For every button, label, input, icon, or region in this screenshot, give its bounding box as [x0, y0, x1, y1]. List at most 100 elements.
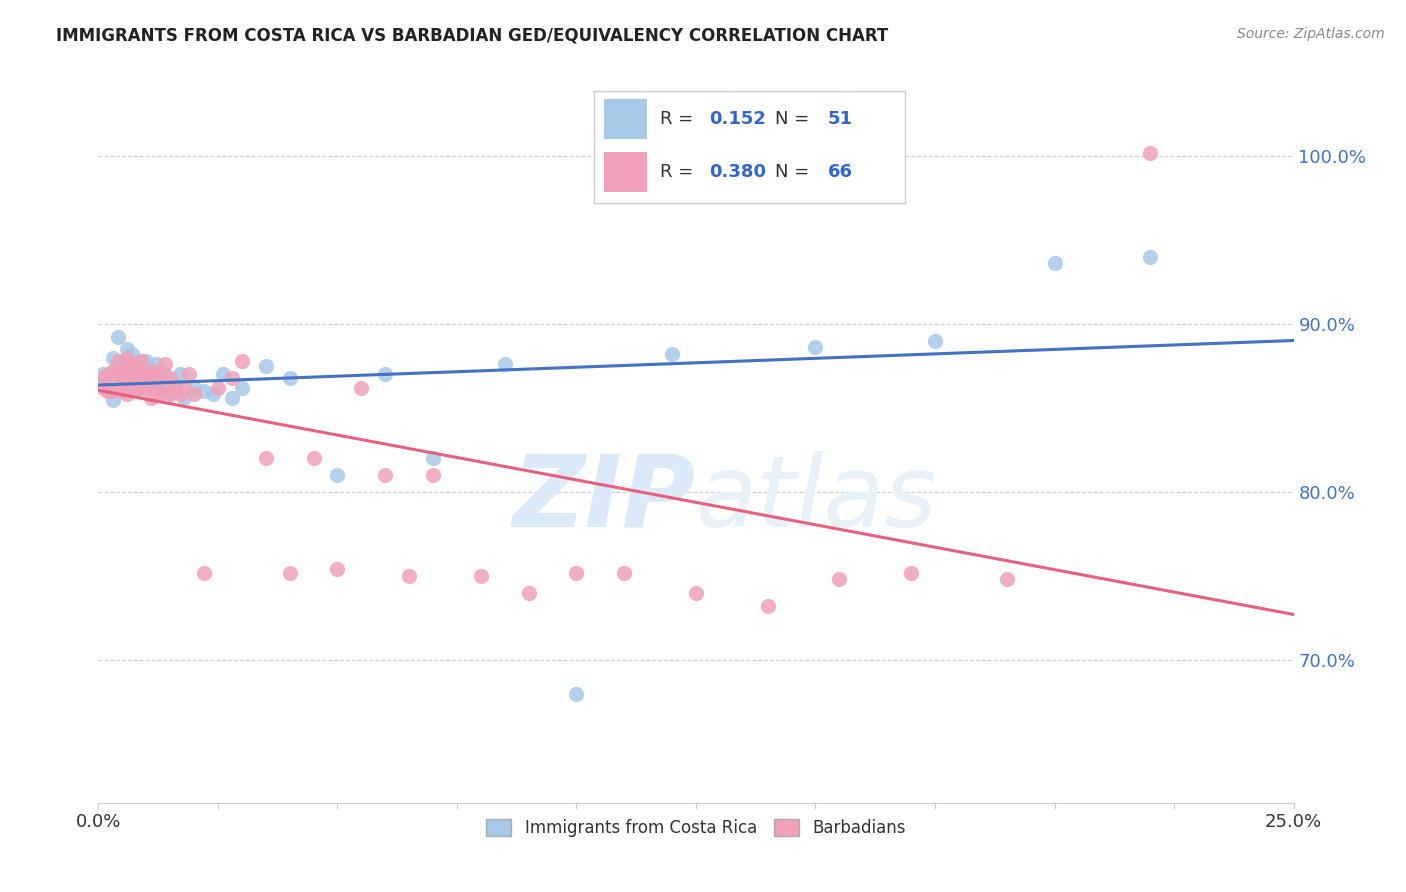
Point [173, 391, 195, 405]
Text: ZIP: ZIP [513, 450, 696, 548]
Point [1139, 145, 1161, 160]
Point [613, 566, 636, 580]
Point [107, 368, 129, 382]
Point [149, 368, 172, 382]
Point [97, 384, 120, 398]
Point [565, 566, 588, 580]
Point [125, 360, 148, 375]
Point [221, 391, 243, 405]
Point [131, 354, 153, 368]
Point [169, 387, 191, 401]
Point [107, 354, 129, 368]
Point [173, 381, 195, 395]
Point [183, 381, 205, 395]
Point [159, 387, 181, 401]
Point [278, 566, 301, 580]
Point [135, 370, 157, 384]
Point [163, 377, 186, 392]
Point [900, 566, 922, 580]
Point [211, 368, 233, 382]
Point [1139, 250, 1161, 264]
Point [97, 368, 120, 382]
Point [149, 384, 172, 398]
Point [145, 357, 167, 371]
Point [231, 381, 253, 395]
Point [135, 368, 157, 382]
Point [131, 354, 153, 368]
Point [155, 357, 177, 371]
Point [221, 370, 243, 384]
Point [135, 381, 157, 395]
Point [125, 376, 148, 390]
Point [101, 364, 124, 378]
Point [254, 359, 277, 373]
Point [231, 354, 253, 368]
Point [193, 384, 215, 398]
Point [159, 370, 181, 384]
Point [350, 381, 373, 395]
Point [661, 347, 683, 361]
Point [115, 376, 138, 390]
Point [169, 368, 191, 382]
Point [278, 370, 301, 384]
Point [107, 381, 129, 395]
Point [131, 381, 153, 395]
Point [179, 368, 201, 382]
Point [125, 370, 148, 384]
Point [139, 381, 162, 395]
Point [115, 387, 138, 401]
Point [101, 384, 124, 398]
Point [91, 370, 114, 384]
Point [139, 391, 162, 405]
Point [183, 387, 205, 401]
Point [139, 368, 162, 382]
Point [101, 392, 124, 407]
Point [91, 381, 114, 395]
Point [565, 687, 588, 701]
Point [422, 451, 444, 466]
Point [828, 572, 851, 586]
Point [804, 341, 827, 355]
Point [163, 381, 186, 395]
Point [111, 354, 134, 368]
Point [131, 368, 153, 382]
Point [326, 468, 349, 483]
Point [756, 599, 779, 614]
Point [97, 384, 120, 398]
Point [111, 384, 134, 398]
Point [685, 586, 707, 600]
Point [302, 451, 325, 466]
Text: atlas: atlas [696, 450, 938, 548]
Point [111, 381, 134, 395]
Point [254, 451, 277, 466]
Point [131, 381, 153, 395]
Point [1043, 256, 1066, 270]
Point [115, 354, 138, 368]
Point [924, 334, 946, 348]
Point [159, 387, 181, 401]
Point [517, 586, 540, 600]
Point [121, 357, 143, 371]
Point [155, 381, 177, 395]
Point [207, 381, 229, 395]
Point [111, 368, 134, 382]
Point [121, 368, 143, 382]
Point [145, 374, 167, 388]
Point [107, 330, 129, 344]
Point [91, 368, 114, 382]
Point [101, 370, 124, 384]
Point [115, 364, 138, 378]
Point [326, 562, 349, 576]
Point [121, 381, 143, 395]
Point [139, 364, 162, 378]
Point [135, 354, 157, 368]
Point [121, 359, 143, 373]
Point [125, 384, 148, 398]
Point [125, 360, 148, 375]
Point [107, 359, 129, 373]
Point [115, 364, 138, 378]
Point [145, 368, 167, 382]
Point [145, 384, 167, 398]
Point [470, 569, 492, 583]
Point [494, 357, 516, 371]
